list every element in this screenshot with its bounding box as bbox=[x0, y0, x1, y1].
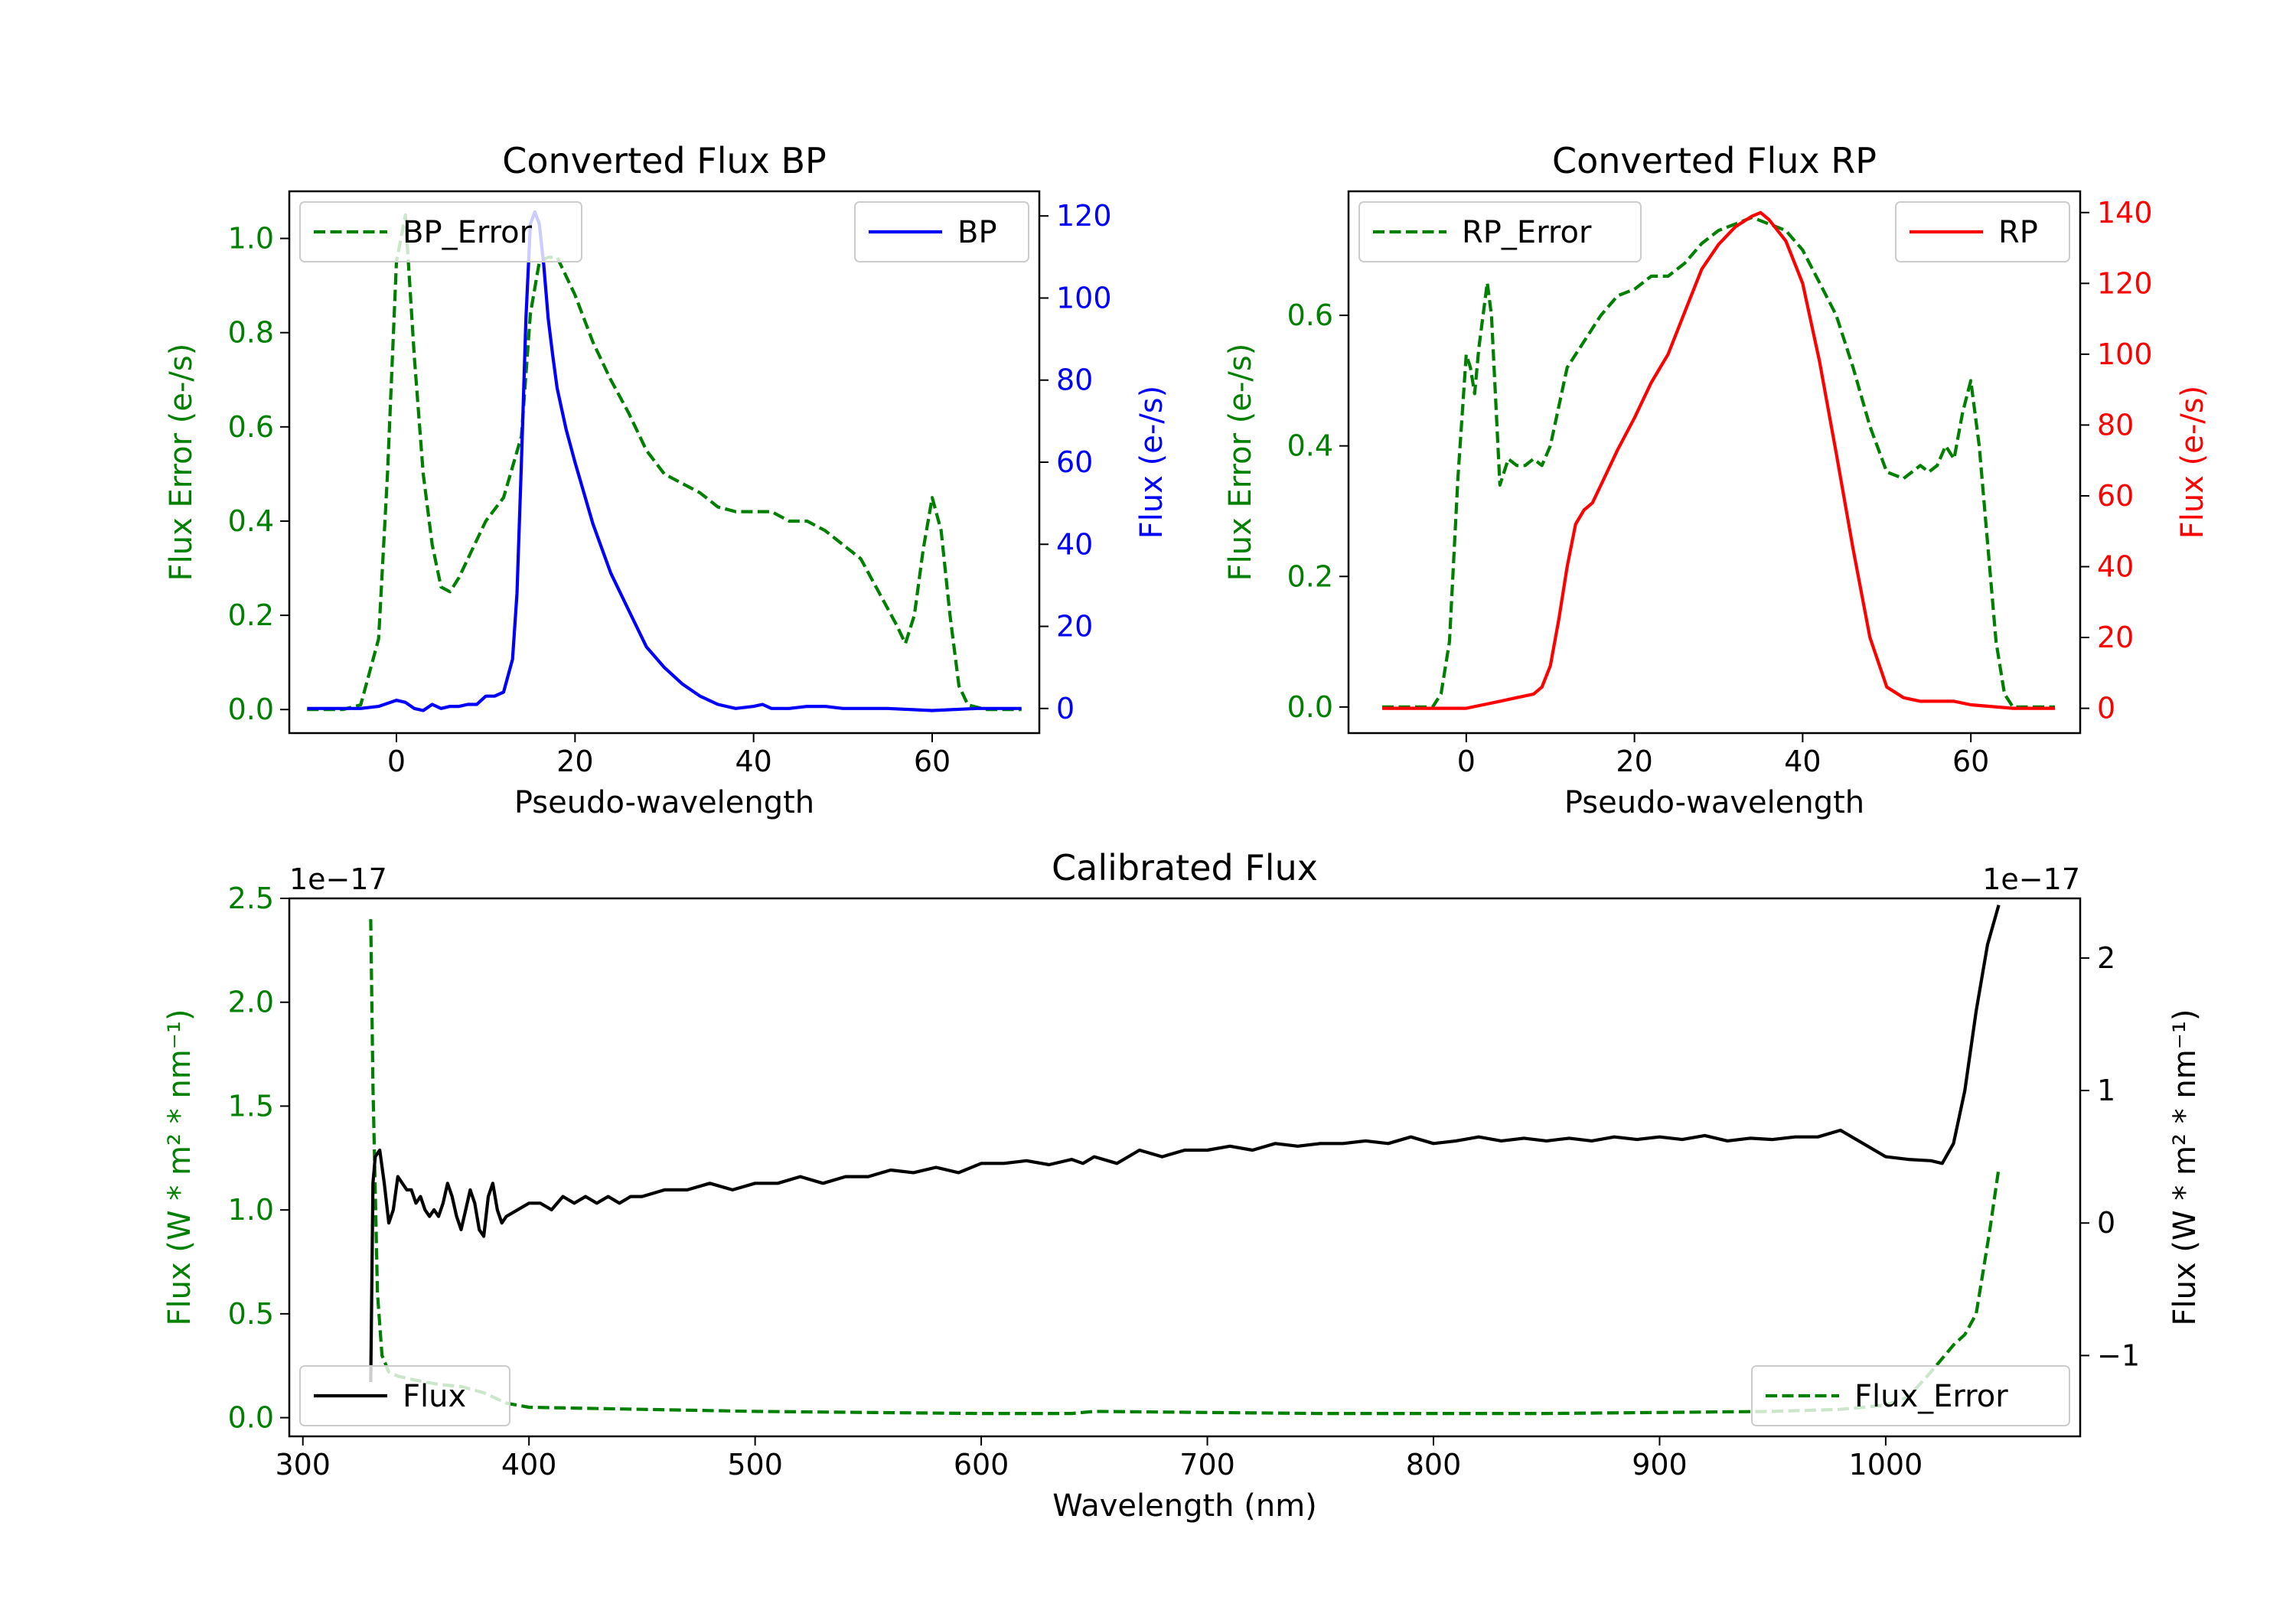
plot-area bbox=[369, 905, 2001, 1416]
chart-rp: 0 20 40 60 0.0 0.2 0.4 0.6 0 20 40 60 80 100 120 140 Con… bbox=[1223, 140, 2210, 820]
legend-rp-error: RP_Error bbox=[1358, 201, 1642, 262]
x-tick-label: 800 bbox=[1406, 1448, 1462, 1482]
x-axis-label: Wavelength (nm) bbox=[1052, 1488, 1317, 1524]
chart-title: Converted Flux RP bbox=[1552, 140, 1877, 181]
legend-rp: RP bbox=[1895, 201, 2070, 262]
x-tick-label: 20 bbox=[1616, 745, 1652, 778]
x-tick-label: 600 bbox=[954, 1448, 1009, 1482]
y-right-tick-label: 0 bbox=[2097, 1206, 2115, 1240]
series-line-bp bbox=[307, 210, 1022, 712]
y-right-tick-label: 120 bbox=[1056, 199, 1112, 233]
y-right-tick-label: 80 bbox=[1056, 363, 1093, 397]
x-tick-label: 60 bbox=[914, 745, 951, 778]
y-left-tick-label: 0.8 bbox=[228, 316, 274, 350]
x-tick-label: 400 bbox=[501, 1448, 557, 1482]
y-left-tick-label: 0.4 bbox=[228, 504, 274, 538]
legend-flux-error: Flux_Error bbox=[1751, 1365, 2070, 1426]
legend-box bbox=[299, 1365, 510, 1426]
y-right-tick-label: 80 bbox=[2097, 408, 2134, 442]
y-left-tick-label: 0.2 bbox=[1287, 559, 1333, 593]
legend-bp-error: BP_Error bbox=[299, 201, 582, 262]
series-line-bp-error bbox=[307, 213, 1022, 712]
x-tick-label: 40 bbox=[735, 745, 771, 778]
y-left-tick-label: 1.0 bbox=[228, 1193, 274, 1227]
x-tick-label: 1000 bbox=[1849, 1448, 1923, 1482]
x-tick-label: 0 bbox=[1457, 745, 1476, 778]
x-tick-label: 700 bbox=[1179, 1448, 1235, 1482]
legend-label: RP_Error bbox=[1462, 215, 1592, 250]
series-line-rp bbox=[1382, 210, 2055, 710]
x-axis-label: Pseudo-wavelength bbox=[1564, 785, 1864, 820]
y-left-tick-label: 0.2 bbox=[228, 598, 274, 632]
y-left-offset-label: 1e−17 bbox=[289, 862, 387, 896]
legend-label: RP bbox=[1998, 215, 2038, 250]
y-left-tick-label: 0.0 bbox=[1287, 690, 1333, 724]
y-left-tick-label: 1.5 bbox=[228, 1089, 274, 1123]
y-left-axis-label: Flux (W * m² * nm⁻¹) bbox=[162, 1009, 197, 1326]
x-axis-label: Pseudo-wavelength bbox=[514, 785, 814, 820]
plot-area bbox=[1382, 210, 2055, 710]
x-tick-label: 60 bbox=[1952, 745, 1989, 778]
y-right-tick-label: 120 bbox=[2097, 266, 2153, 300]
x-tick-label: 40 bbox=[1784, 745, 1821, 778]
y-right-tick-label: 40 bbox=[1056, 527, 1093, 561]
x-tick-label: 0 bbox=[387, 745, 406, 778]
y-right-tick-label: 100 bbox=[2097, 337, 2153, 371]
chart-calibrated: 300 400 500 600 700 800 900 1000 0.0 0.5 1.0 1.5 2.0… bbox=[162, 847, 2203, 1524]
axes-frame bbox=[288, 190, 1041, 735]
legend-bp: BP bbox=[854, 201, 1029, 262]
y-left-tick-label: 0.0 bbox=[228, 693, 274, 726]
plot-area bbox=[307, 210, 1022, 712]
x-tick-label: 20 bbox=[556, 745, 593, 778]
y-right-tick-label: 0 bbox=[1056, 692, 1075, 725]
chart-title: Calibrated Flux bbox=[1052, 847, 1318, 888]
y-left-tick-label: 0.4 bbox=[1287, 429, 1333, 463]
y-right-tick-label: 1 bbox=[2097, 1074, 2115, 1107]
y-left-tick-label: 0.0 bbox=[228, 1401, 274, 1435]
y-right-axis-label: Flux (e-/s) bbox=[2175, 386, 2210, 539]
x-tick-label: 900 bbox=[1632, 1448, 1688, 1482]
series-line-flux-error bbox=[369, 919, 2001, 1416]
series-line-rp-error bbox=[1382, 216, 2055, 709]
series-line-flux bbox=[369, 905, 2001, 1383]
y-right-tick-label: 40 bbox=[2097, 550, 2134, 584]
y-left-tick-label: 0.5 bbox=[228, 1297, 274, 1331]
y-right-tick-label: 20 bbox=[1056, 610, 1093, 644]
axes-frame bbox=[288, 897, 2082, 1438]
y-right-tick-label: −1 bbox=[2097, 1338, 2140, 1372]
axes-frame bbox=[1347, 190, 2082, 735]
y-left-tick-label: 0.6 bbox=[1287, 298, 1333, 332]
legend-label: Flux_Error bbox=[1854, 1379, 2008, 1414]
legend-box bbox=[1751, 1365, 2070, 1426]
y-left-tick-label: 0.6 bbox=[228, 410, 274, 444]
legend-label: BP_Error bbox=[403, 215, 533, 250]
y-right-tick-label: 60 bbox=[2097, 479, 2134, 513]
y-right-tick-label: 140 bbox=[2097, 196, 2153, 230]
y-left-tick-label: 2.5 bbox=[228, 882, 274, 915]
chart-title: Converted Flux BP bbox=[502, 140, 827, 181]
y-right-tick-label: 0 bbox=[2097, 692, 2115, 725]
y-left-axis-label: Flux Error (e-/s) bbox=[164, 344, 199, 582]
y-right-offset-label: 1e−17 bbox=[1982, 862, 2080, 896]
y-right-tick-label: 20 bbox=[2097, 621, 2134, 654]
y-right-tick-label: 60 bbox=[1056, 445, 1093, 479]
y-left-axis-label: Flux Error (e-/s) bbox=[1223, 344, 1258, 582]
legend-label: Flux bbox=[403, 1379, 466, 1414]
y-right-axis-label: Flux (e-/s) bbox=[1134, 386, 1169, 539]
legend-label: BP bbox=[957, 215, 997, 250]
y-left-tick-label: 2.0 bbox=[228, 986, 274, 1019]
legend-flux: Flux bbox=[299, 1365, 510, 1426]
y-right-tick-label: 100 bbox=[1056, 281, 1112, 315]
y-right-axis-label: Flux (W * m² * nm⁻¹) bbox=[2167, 1009, 2203, 1326]
y-right-tick-label: 2 bbox=[2097, 941, 2115, 975]
legend-box bbox=[299, 201, 582, 262]
chart-bp: 0 20 40 60 0.0 0.2 0.4 0.6 0.8 1.0 0 20 40 60 80 100 120… bbox=[164, 140, 1169, 820]
x-tick-label: 500 bbox=[727, 1448, 783, 1482]
y-left-tick-label: 1.0 bbox=[228, 222, 274, 256]
legend-box bbox=[1358, 201, 1642, 262]
x-tick-label: 300 bbox=[275, 1448, 331, 1482]
